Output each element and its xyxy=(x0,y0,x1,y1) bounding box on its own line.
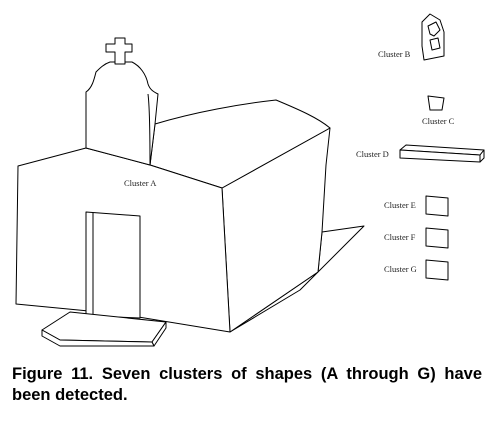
cluster-g-shape xyxy=(425,259,449,281)
label-cluster-d: Cluster D xyxy=(356,149,389,159)
cluster-b-shape xyxy=(421,13,445,61)
tower-detail xyxy=(147,93,151,166)
church-cross xyxy=(105,37,133,65)
figure-caption: Figure 11. Seven clusters of shapes (A t… xyxy=(12,365,482,404)
label-cluster-b: Cluster B xyxy=(378,49,411,59)
label-cluster-a: Cluster A xyxy=(124,178,157,188)
church-bell-tower xyxy=(85,61,159,166)
church-roof xyxy=(149,99,331,189)
label-cluster-c: Cluster C xyxy=(422,116,455,126)
church-step-front xyxy=(41,329,155,347)
label-cluster-f: Cluster F xyxy=(384,232,416,242)
figure-11: Cluster A Cluster B Cluster C Cluster D … xyxy=(15,13,485,347)
cluster-e-shape xyxy=(425,195,449,217)
church-door xyxy=(85,211,141,319)
cluster-d-shape xyxy=(399,144,485,163)
label-cluster-g: Cluster G xyxy=(384,264,417,274)
cluster-a-church xyxy=(15,37,365,347)
figure-drawing: Cluster A Cluster B Cluster C Cluster D … xyxy=(15,13,485,347)
label-cluster-e: Cluster E xyxy=(384,200,416,210)
cluster-f-shape xyxy=(425,227,449,249)
cluster-c-shape xyxy=(427,95,445,111)
